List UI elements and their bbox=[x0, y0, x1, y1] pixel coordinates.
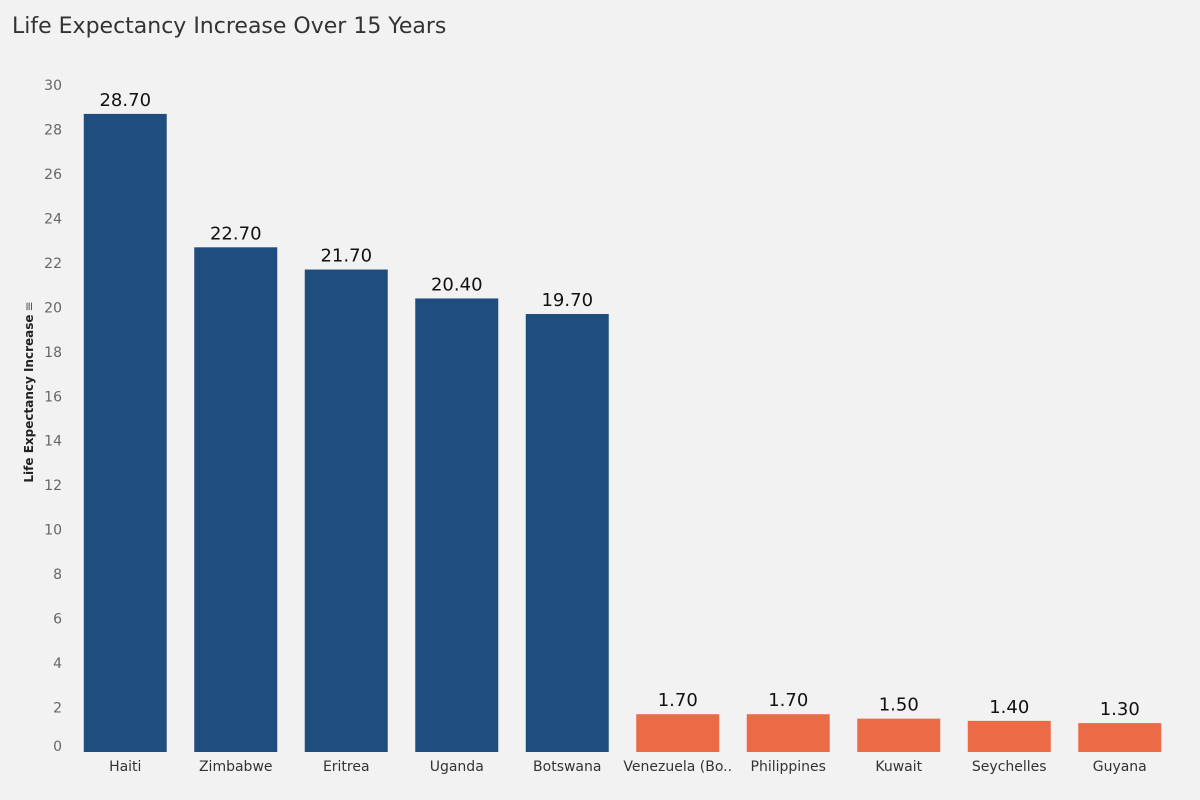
x-category-label: Venezuela (Bo.. bbox=[623, 759, 732, 775]
bar[interactable] bbox=[304, 269, 388, 752]
y-tick-label: 22 bbox=[44, 256, 62, 272]
x-category-label: Uganda bbox=[430, 759, 484, 775]
x-category-label: Eritrea bbox=[323, 759, 370, 775]
y-tick-label: 10 bbox=[44, 523, 62, 539]
y-tick-label: 20 bbox=[44, 300, 62, 316]
data-label: 1.50 bbox=[879, 695, 919, 716]
bar[interactable] bbox=[967, 720, 1051, 752]
x-category-label: Kuwait bbox=[875, 759, 922, 775]
data-label: 20.40 bbox=[431, 274, 483, 295]
y-tick-label: 14 bbox=[44, 434, 62, 450]
bar[interactable] bbox=[83, 113, 167, 753]
bar[interactable] bbox=[1078, 723, 1162, 752]
bar[interactable] bbox=[525, 314, 609, 752]
x-category-label: Seychelles bbox=[972, 759, 1047, 775]
data-label: 1.70 bbox=[768, 690, 808, 711]
y-tick-label: 6 bbox=[53, 612, 62, 628]
y-tick-label: 4 bbox=[53, 656, 62, 672]
y-tick-label: 0 bbox=[53, 739, 62, 755]
x-category-label: Philippines bbox=[751, 759, 826, 775]
bar[interactable] bbox=[194, 247, 278, 752]
y-tick-label: 18 bbox=[44, 345, 62, 361]
y-tick-label: 12 bbox=[44, 478, 62, 494]
y-tick-label: 26 bbox=[44, 167, 62, 183]
y-tick-label: 24 bbox=[44, 211, 62, 227]
chart-title: Life Expectancy Increase Over 15 Years bbox=[12, 14, 447, 39]
x-category-label: Haiti bbox=[109, 759, 141, 775]
bar[interactable] bbox=[415, 298, 499, 752]
data-label: 19.70 bbox=[541, 290, 593, 311]
bar[interactable] bbox=[746, 714, 830, 752]
x-category-label: Zimbabwe bbox=[199, 759, 273, 775]
y-tick-label: 28 bbox=[44, 122, 62, 138]
data-label: 28.70 bbox=[99, 90, 151, 111]
data-label: 21.70 bbox=[320, 246, 372, 267]
data-label: 22.70 bbox=[210, 223, 262, 244]
y-tick-label: 2 bbox=[53, 701, 62, 717]
x-category-label: Botswana bbox=[533, 759, 601, 775]
y-tick-label: 16 bbox=[44, 389, 62, 405]
data-label: 1.30 bbox=[1100, 699, 1140, 720]
data-label: 1.40 bbox=[989, 697, 1029, 718]
bar[interactable] bbox=[857, 718, 941, 752]
y-tick-label: 8 bbox=[53, 567, 62, 583]
bar[interactable] bbox=[636, 714, 720, 752]
x-category-label: Guyana bbox=[1093, 759, 1147, 775]
y-tick-label: 30 bbox=[44, 78, 62, 94]
data-label: 1.70 bbox=[658, 690, 698, 711]
